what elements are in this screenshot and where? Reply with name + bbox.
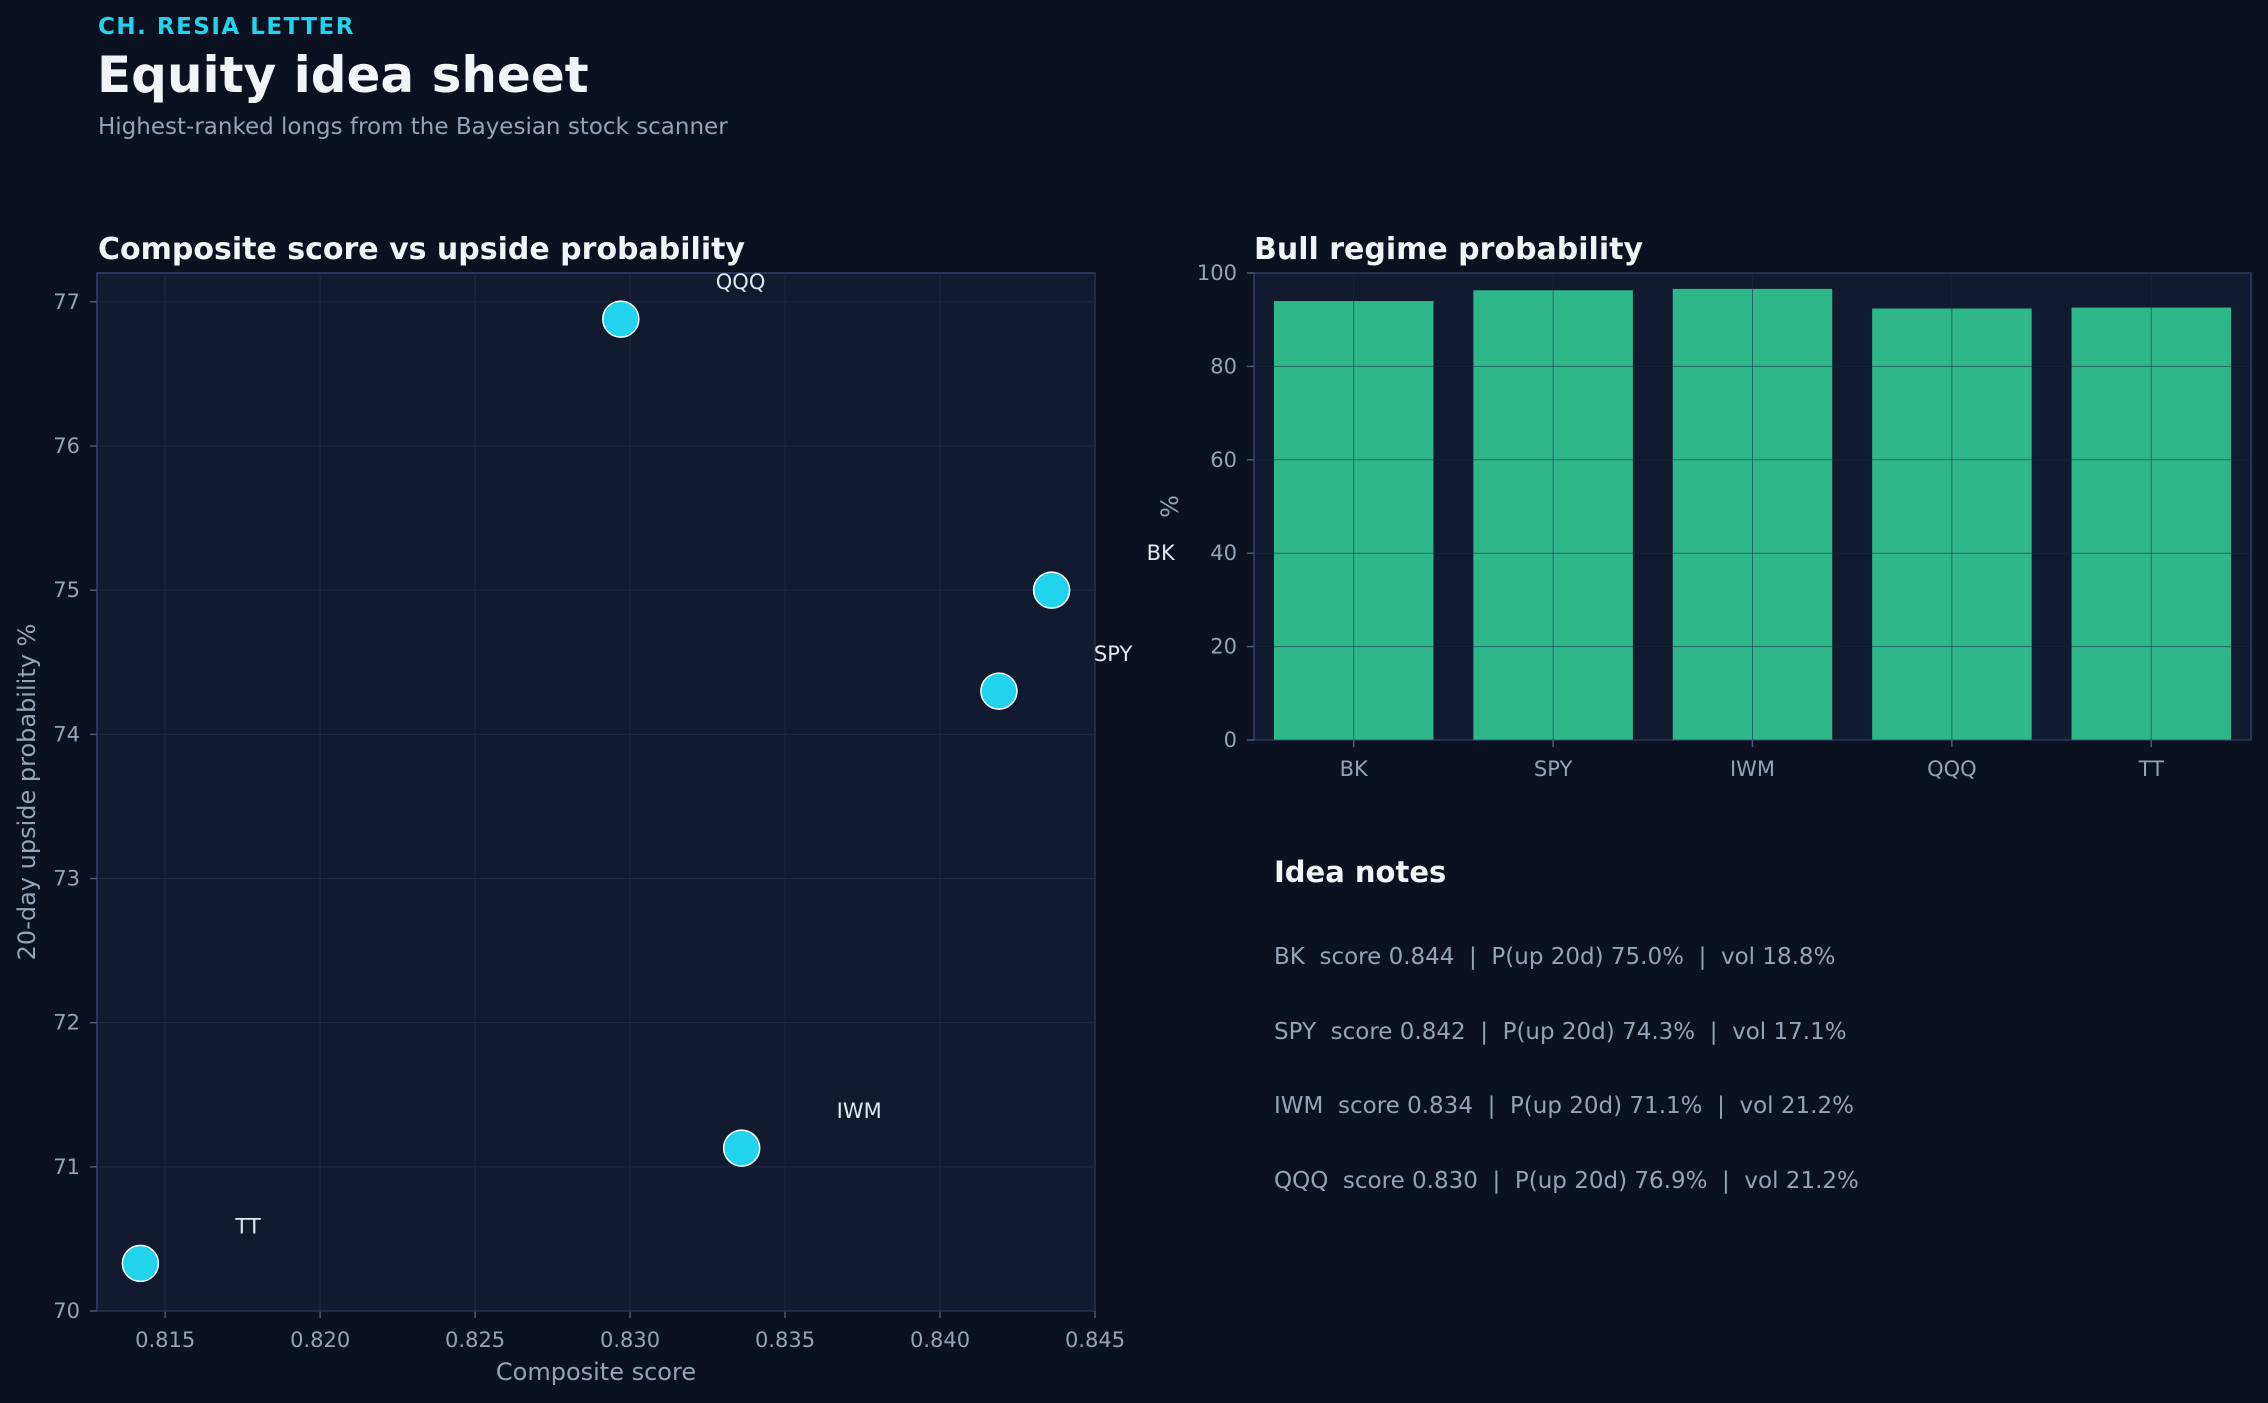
scatter-y-tick-label: 76: [53, 434, 80, 458]
scatter-plot-area: [96, 272, 1096, 1312]
bar-y-tick-label: 80: [1210, 354, 1237, 378]
bar-y-tick-label: 40: [1210, 541, 1237, 565]
scatter-x-tick-label: 0.840: [910, 1328, 970, 1352]
scatter-y-tick-label: 71: [53, 1155, 80, 1179]
scatter-y-tick-label: 74: [53, 722, 80, 746]
scatter-point-label-iwm: IWM: [837, 1099, 882, 1123]
bar-x-tick-label: BK: [1340, 757, 1369, 781]
scatter-point-bk: [1032, 571, 1071, 609]
bar-y-tick-label: 0: [1224, 728, 1237, 752]
bar-y-tick-label: 100: [1197, 261, 1237, 285]
bar-x-tick-label: SPY: [1534, 757, 1573, 781]
bar-y-tick-label: 60: [1210, 448, 1237, 472]
bar-x-tick-label: IWM: [1730, 757, 1775, 781]
scatter-chart: 0.815 0.820 0.825 0.830 0.835 0.840 0.845 70 71 7…: [13, 270, 1176, 1386]
page-title: Equity idea sheet: [97, 46, 589, 104]
bar-x-tick-label: QQQ: [1927, 757, 1977, 781]
scatter-y-tick-label: 72: [53, 1011, 80, 1035]
bar-chart-title: Bull regime probability: [1254, 232, 1644, 267]
note-line-bk: BK score 0.844 | P(up 20d) 75.0% | vol 1…: [1274, 944, 1836, 970]
note-line-qqq: QQQ score 0.830 | P(up 20d) 76.9% | vol …: [1274, 1168, 1859, 1194]
scatter-x-tick-label: 0.845: [1065, 1328, 1125, 1352]
scatter-y-tick-label: 73: [53, 867, 80, 891]
scatter-y-tick-label: 77: [53, 290, 80, 314]
scatter-y-tick-label: 70: [53, 1299, 80, 1323]
scatter-point-label-spy: SPY: [1094, 642, 1133, 666]
page-subtitle: Highest-ranked longs from the Bayesian s…: [98, 114, 728, 140]
scatter-x-tick-label: 0.835: [755, 1328, 815, 1352]
scatter-point-label-qqq: QQQ: [716, 270, 766, 294]
bar-chart: 0 20 40 60 80 100 BK SPY IWM QQQ TT%: [1156, 261, 2252, 781]
scatter-point-label-tt: TT: [234, 1214, 260, 1238]
scatter-x-tick-label: 0.830: [600, 1328, 660, 1352]
bar-y-axis-label: %: [1156, 495, 1184, 518]
scatter-x-tick-label: 0.815: [135, 1328, 195, 1352]
scatter-chart-title: Composite score vs upside probability: [98, 232, 745, 267]
scatter-y-axis-label: 20-day upside probability %: [13, 624, 41, 961]
scatter-point-qqq: [602, 300, 640, 338]
scatter-point-spy: [980, 672, 1018, 710]
scatter-y-tick-label: 75: [53, 578, 80, 602]
bar-y-tick-label: 20: [1210, 635, 1237, 659]
scatter-x-tick-label: 0.825: [445, 1328, 505, 1352]
brand-label: CH. RESIA LETTER: [98, 14, 355, 40]
scatter-point-tt: [121, 1244, 160, 1283]
note-line-spy: SPY score 0.842 | P(up 20d) 74.3% | vol …: [1274, 1019, 1847, 1045]
scatter-point-label-bk: BK: [1147, 541, 1176, 565]
bar-x-tick-label: TT: [2138, 757, 2164, 781]
scatter-point-iwm: [722, 1129, 761, 1167]
note-line-iwm: IWM score 0.834 | P(up 20d) 71.1% | vol …: [1274, 1093, 1854, 1119]
notes-title: Idea notes: [1274, 855, 1447, 889]
scatter-x-tick-label: 0.820: [290, 1328, 350, 1352]
scatter-x-axis-label: Composite score: [496, 1358, 696, 1386]
